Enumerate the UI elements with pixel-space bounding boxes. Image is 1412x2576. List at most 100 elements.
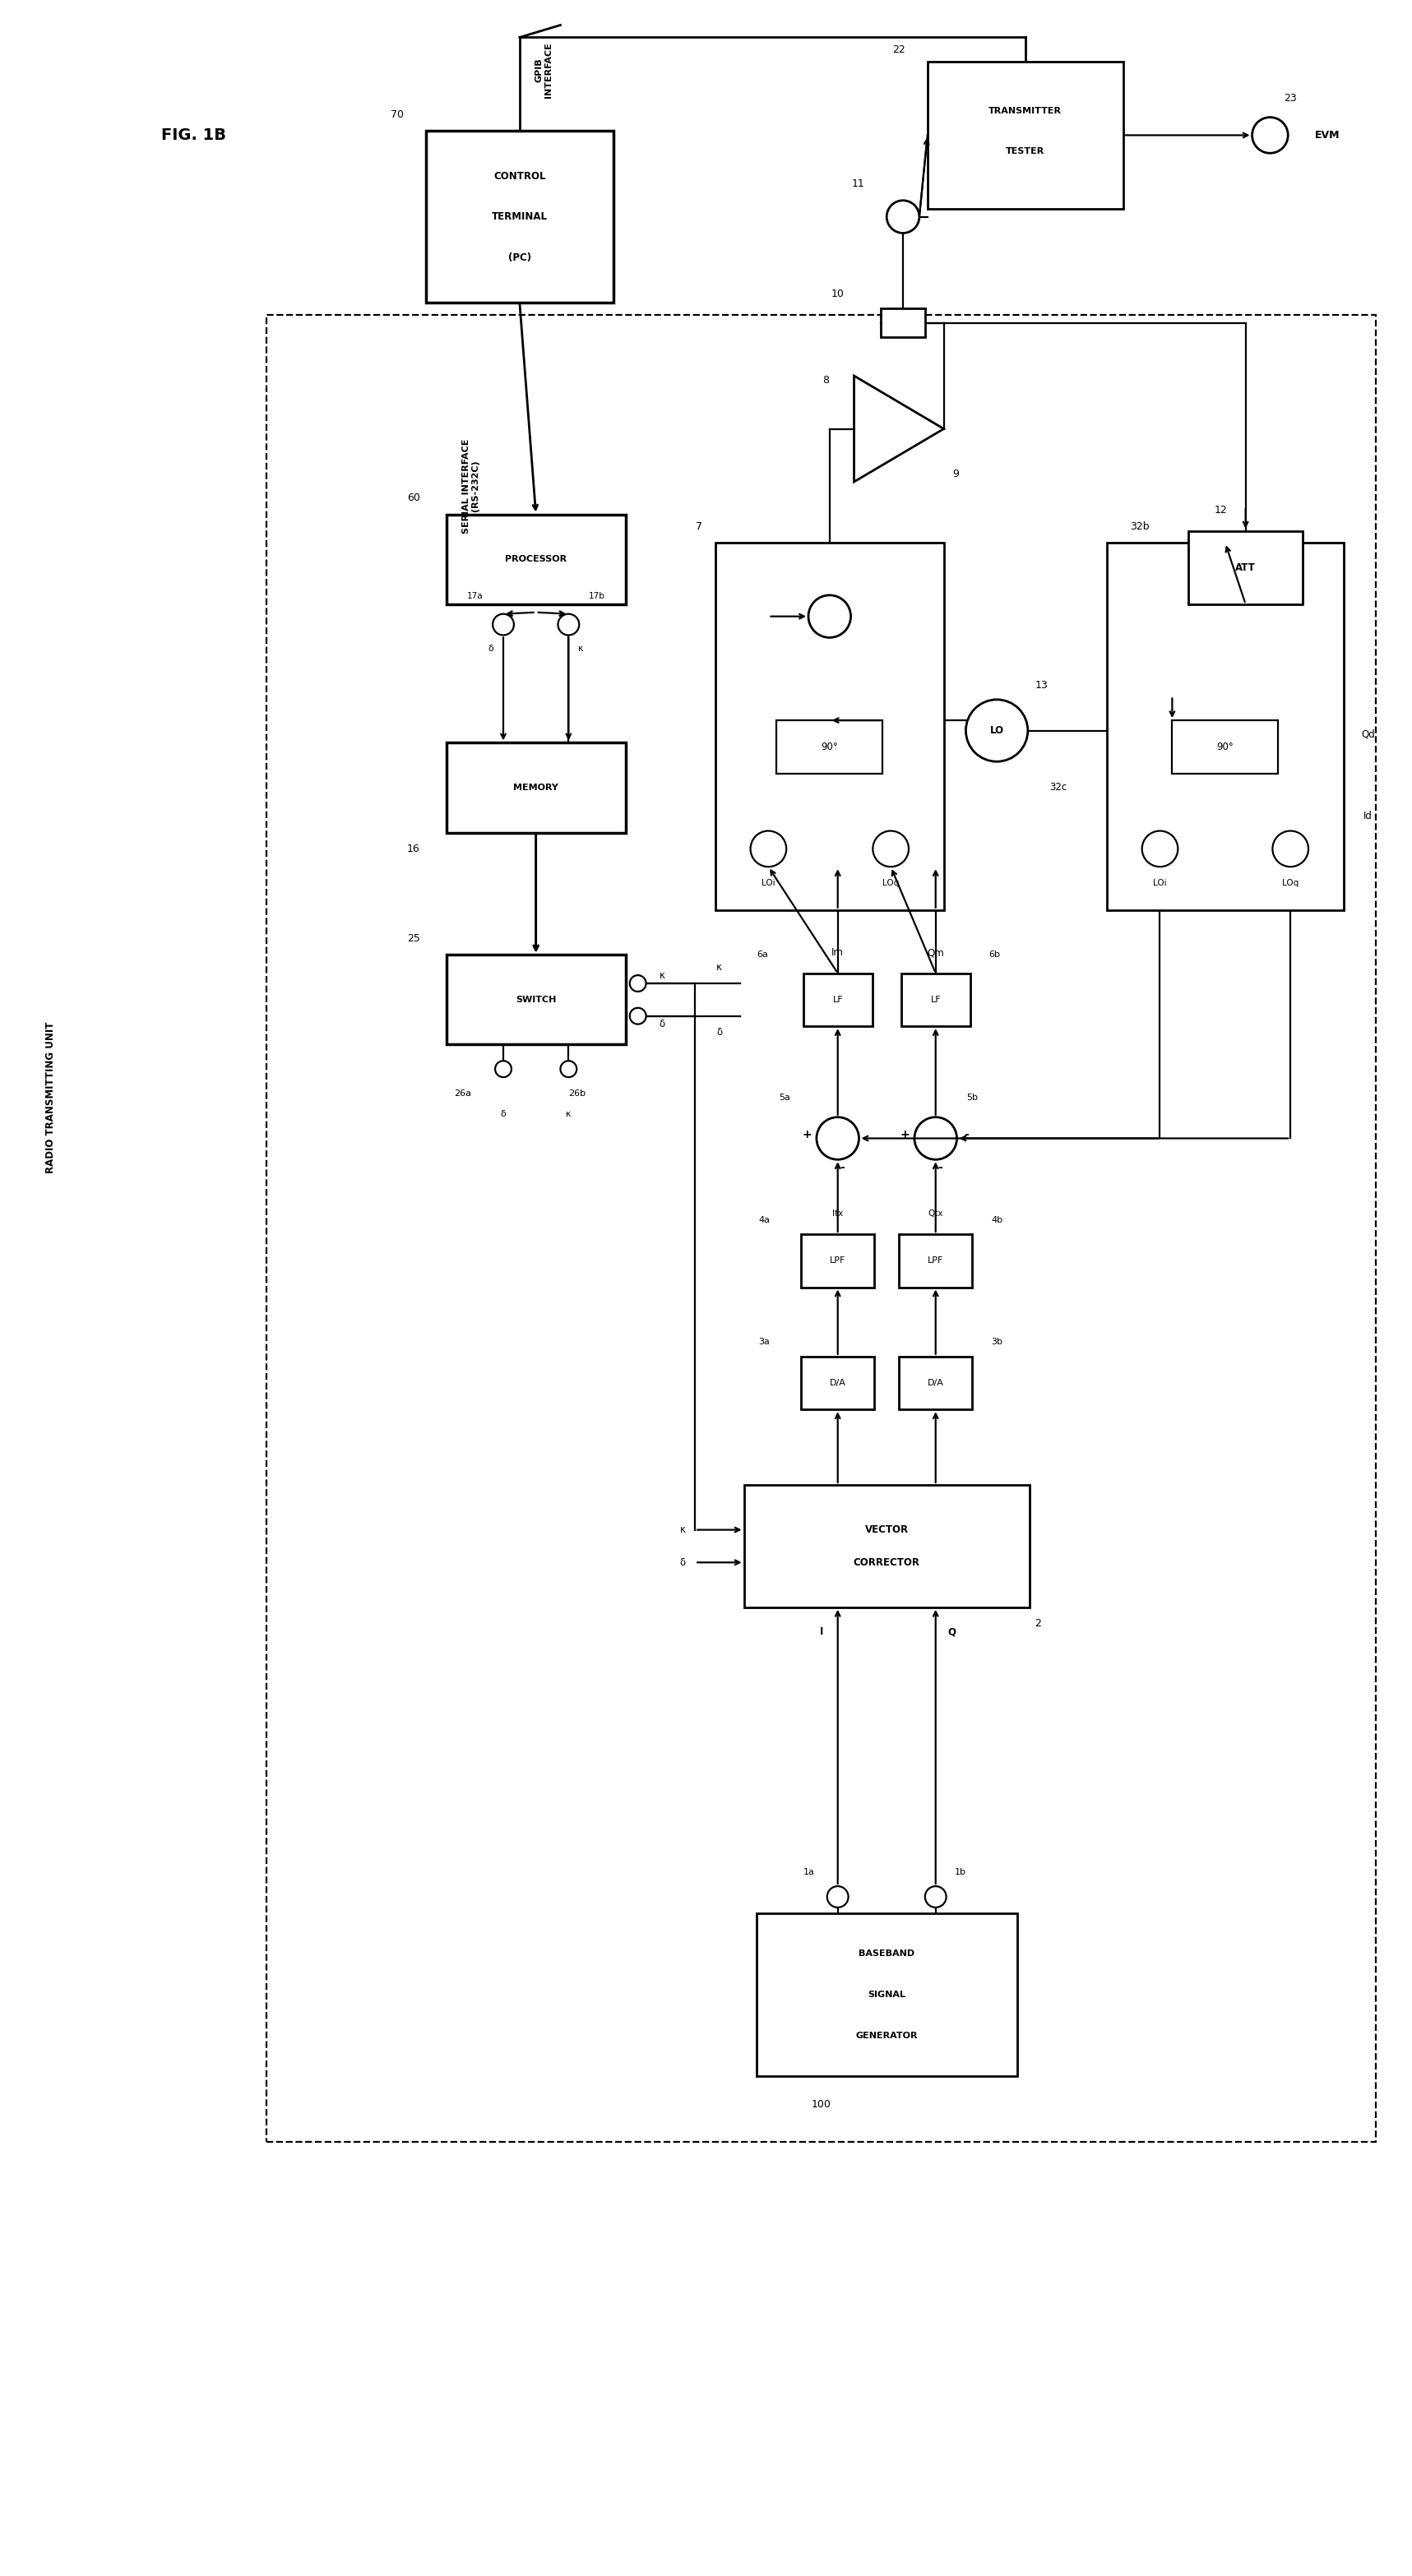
Circle shape xyxy=(925,1886,946,1906)
Bar xyxy=(446,515,626,605)
Circle shape xyxy=(1272,832,1309,866)
Text: 16: 16 xyxy=(407,842,419,855)
Text: EVM: EVM xyxy=(1315,129,1340,142)
Text: 17a: 17a xyxy=(467,592,483,600)
Bar xyxy=(1172,721,1278,773)
Text: +: + xyxy=(802,1128,812,1141)
Bar xyxy=(899,1234,973,1288)
Text: δ: δ xyxy=(679,1556,686,1569)
Text: 17b: 17b xyxy=(589,592,606,600)
Text: SIGNAL: SIGNAL xyxy=(868,1991,905,1999)
Text: LPF: LPF xyxy=(830,1257,846,1265)
Text: 2: 2 xyxy=(1035,1618,1041,1628)
Text: 11: 11 xyxy=(851,178,864,191)
Text: 60: 60 xyxy=(407,492,421,502)
Text: 6a: 6a xyxy=(757,951,768,958)
Text: κ: κ xyxy=(716,961,723,971)
Text: D/A: D/A xyxy=(830,1378,846,1386)
Text: 26b: 26b xyxy=(568,1090,586,1097)
Text: Qd: Qd xyxy=(1361,729,1375,739)
Text: SERIAL INTERFACE
(RS-232C): SERIAL INTERFACE (RS-232C) xyxy=(462,438,480,533)
Text: CORRECTOR: CORRECTOR xyxy=(853,1556,921,1569)
Circle shape xyxy=(827,1886,849,1906)
Bar xyxy=(881,309,925,337)
Text: LF: LF xyxy=(833,994,843,1005)
Circle shape xyxy=(1252,118,1288,152)
Circle shape xyxy=(809,595,851,639)
Text: 1b: 1b xyxy=(955,1868,966,1875)
Circle shape xyxy=(630,1007,647,1025)
Circle shape xyxy=(1142,832,1178,866)
Text: Id: Id xyxy=(1364,811,1372,822)
Text: -: - xyxy=(964,1128,969,1141)
Bar xyxy=(267,314,1377,2141)
Text: 32c: 32c xyxy=(1049,783,1066,793)
Bar xyxy=(801,1358,874,1409)
Text: 10: 10 xyxy=(832,289,844,299)
Circle shape xyxy=(816,1118,858,1159)
Bar xyxy=(446,956,626,1043)
Circle shape xyxy=(966,701,1028,762)
Bar xyxy=(426,131,613,301)
Text: D/A: D/A xyxy=(928,1378,943,1386)
Bar xyxy=(777,721,882,773)
Text: 90°: 90° xyxy=(1217,742,1234,752)
Bar xyxy=(928,62,1123,209)
Text: δ: δ xyxy=(659,1020,665,1030)
Text: Q: Q xyxy=(947,1625,956,1638)
Text: FIG. 1B: FIG. 1B xyxy=(161,126,226,144)
Text: TESTER: TESTER xyxy=(1005,147,1045,155)
Text: 3a: 3a xyxy=(758,1337,770,1347)
Bar xyxy=(716,544,943,909)
Text: Qm: Qm xyxy=(928,948,945,958)
Text: 26a: 26a xyxy=(453,1090,472,1097)
Text: 32b: 32b xyxy=(1130,520,1149,533)
Text: LOq: LOq xyxy=(882,878,899,886)
Text: 9: 9 xyxy=(953,469,959,479)
Text: 12: 12 xyxy=(1214,505,1227,515)
Text: κ: κ xyxy=(679,1525,686,1535)
Circle shape xyxy=(558,613,579,636)
Text: δ: δ xyxy=(489,644,494,654)
Circle shape xyxy=(915,1118,957,1159)
Text: RADIO TRANSMITTING UNIT: RADIO TRANSMITTING UNIT xyxy=(45,1023,56,1172)
Text: BASEBAND: BASEBAND xyxy=(858,1950,915,1958)
Text: +: + xyxy=(899,1128,909,1141)
Bar xyxy=(1189,531,1303,605)
Text: I: I xyxy=(819,1625,823,1638)
Text: GENERATOR: GENERATOR xyxy=(856,2032,918,2040)
Text: TRANSMITTER: TRANSMITTER xyxy=(988,106,1062,116)
Text: 23: 23 xyxy=(1284,93,1298,103)
Text: LF: LF xyxy=(931,994,940,1005)
Bar xyxy=(803,974,873,1025)
Circle shape xyxy=(887,201,919,232)
Text: PROCESSOR: PROCESSOR xyxy=(505,556,566,564)
Bar xyxy=(1107,544,1343,909)
Text: LOi: LOi xyxy=(761,878,775,886)
Text: 90°: 90° xyxy=(820,742,839,752)
Circle shape xyxy=(493,613,514,636)
Circle shape xyxy=(873,832,909,866)
Text: CONTROL: CONTROL xyxy=(494,170,545,180)
Text: 5a: 5a xyxy=(779,1092,791,1103)
Text: 13: 13 xyxy=(1035,680,1048,690)
Text: 100: 100 xyxy=(812,2099,832,2110)
Text: 4b: 4b xyxy=(991,1216,1003,1224)
Text: LPF: LPF xyxy=(928,1257,943,1265)
Bar xyxy=(899,1358,973,1409)
Text: ATT: ATT xyxy=(1236,562,1255,572)
Text: (PC): (PC) xyxy=(508,252,531,263)
Circle shape xyxy=(496,1061,511,1077)
Text: δ: δ xyxy=(500,1110,505,1118)
Text: κ: κ xyxy=(566,1110,572,1118)
Text: δ: δ xyxy=(716,1028,723,1038)
Text: LOq: LOq xyxy=(1282,878,1299,886)
Text: LO: LO xyxy=(990,726,1004,737)
Circle shape xyxy=(561,1061,576,1077)
Circle shape xyxy=(630,976,647,992)
Text: κ: κ xyxy=(659,971,665,981)
Text: SWITCH: SWITCH xyxy=(515,994,556,1005)
Text: 5b: 5b xyxy=(967,1092,979,1103)
Text: TERMINAL: TERMINAL xyxy=(491,211,548,222)
Text: LOi: LOi xyxy=(1154,878,1166,886)
